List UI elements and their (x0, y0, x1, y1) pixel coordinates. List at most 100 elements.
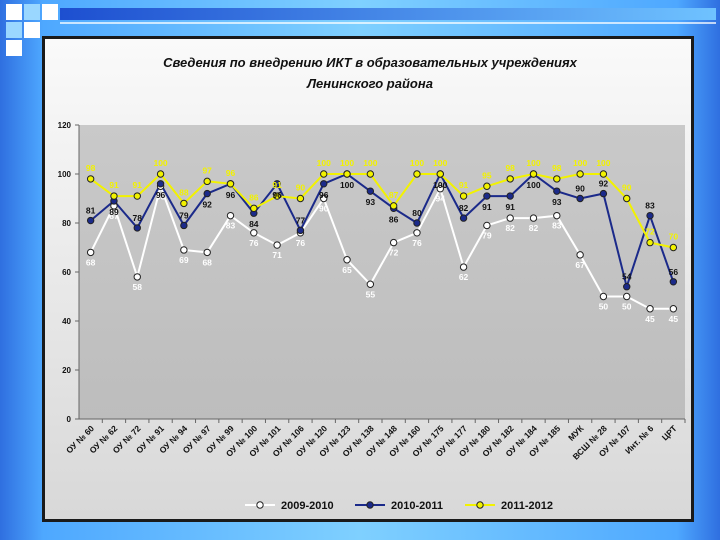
data-point (180, 221, 188, 230)
data-point (506, 214, 514, 222)
legend-marker (256, 501, 264, 509)
data-point (366, 170, 375, 178)
data-point (623, 292, 631, 301)
data-label: 82 (459, 203, 469, 213)
data-label: 96 (226, 168, 236, 178)
data-label: 79 (482, 230, 492, 240)
decor-square (24, 22, 40, 38)
data-label: 68 (86, 257, 96, 267)
decor-bar (60, 8, 716, 20)
legend-label: 2009-2010 (281, 500, 334, 512)
data-label: 50 (599, 302, 609, 312)
data-label: 69 (179, 255, 189, 265)
data-label: 100 (363, 158, 377, 168)
data-label: 56 (669, 267, 679, 277)
data-point (86, 175, 95, 183)
data-label: 90 (296, 183, 306, 193)
data-point (623, 283, 631, 291)
data-point (203, 248, 211, 257)
data-point (273, 241, 281, 249)
data-label: 86 (249, 192, 259, 202)
data-label: 97 (202, 165, 212, 175)
data-label: 91 (482, 202, 492, 212)
data-label: 100 (433, 180, 447, 190)
data-label: 82 (529, 223, 539, 233)
data-label: 82 (505, 223, 515, 233)
data-label: 92 (599, 179, 609, 189)
data-label: 76 (296, 238, 306, 248)
data-point (180, 199, 188, 208)
legend-label: 2011-2012 (501, 500, 553, 512)
y-tick-label: 40 (62, 317, 71, 326)
data-label: 100 (596, 158, 610, 168)
data-label: 100 (153, 158, 167, 168)
data-point (506, 192, 514, 200)
data-point (86, 216, 95, 225)
data-label: 50 (622, 302, 632, 312)
data-label: 45 (645, 314, 655, 324)
data-point (273, 192, 281, 200)
data-label: 91 (272, 180, 282, 190)
data-point (250, 229, 258, 237)
legend-marker (476, 501, 484, 509)
data-label: 76 (412, 238, 422, 248)
data-point (483, 192, 491, 200)
data-label: 55 (366, 289, 376, 299)
data-point (320, 180, 328, 188)
series-line-2010-2011 (90, 171, 675, 291)
data-label: 90 (622, 183, 632, 193)
decor-line (60, 22, 716, 24)
data-label: 87 (109, 211, 119, 221)
y-tick-label: 60 (62, 268, 71, 277)
data-label: 84 (249, 219, 259, 229)
data-point (389, 202, 398, 210)
data-point (483, 182, 491, 190)
data-point (436, 185, 444, 193)
data-point (413, 219, 421, 227)
data-point (320, 194, 328, 203)
data-label: 94 (436, 194, 446, 204)
data-label: 72 (645, 227, 655, 237)
data-point (553, 211, 561, 220)
data-label: 96 (319, 190, 329, 200)
x-tick-label: МУК (566, 423, 586, 443)
data-label: 98 (505, 163, 515, 173)
data-label: 91 (505, 202, 515, 212)
plot-area (79, 125, 685, 419)
line-chart: Сведения по внедрению ИКТ в образователь… (58, 55, 686, 512)
data-point (86, 248, 95, 257)
data-point (343, 256, 351, 264)
data-label: 54 (622, 272, 632, 282)
data-point (599, 189, 608, 198)
data-label: 100 (410, 158, 424, 168)
data-label: 91 (109, 180, 119, 190)
data-label: 68 (202, 257, 212, 267)
data-label: 80 (412, 208, 422, 218)
data-label: 90 (319, 204, 329, 214)
data-point (180, 246, 188, 254)
series-line-2011-2012 (90, 172, 674, 249)
decor-square (6, 4, 22, 20)
data-point (669, 243, 678, 252)
data-point (646, 238, 654, 247)
data-point (226, 180, 235, 188)
legend-label: 2010-2011 (391, 500, 443, 512)
y-tick-label: 0 (67, 415, 72, 424)
y-tick-label: 100 (58, 170, 72, 179)
data-label: 87 (389, 190, 399, 200)
data-label: 100 (526, 158, 540, 168)
x-tick-label: ЦРТ (660, 423, 680, 443)
chart-legend: 2009-2010 2010-2011 2011-2012 (245, 500, 553, 512)
data-point (133, 224, 141, 232)
data-point (133, 273, 141, 281)
data-point (203, 177, 211, 186)
data-label: 96 (272, 190, 282, 200)
chart-panel: Сведения по внедрению ИКТ в образователь… (42, 36, 694, 522)
data-point (320, 170, 328, 178)
decor-square (42, 4, 58, 20)
data-point (366, 280, 375, 288)
data-label: 81 (86, 206, 96, 216)
data-label: 91 (459, 180, 469, 190)
chart-title: Сведения по внедрению ИКТ в образователь… (163, 55, 578, 70)
data-point (576, 194, 584, 203)
